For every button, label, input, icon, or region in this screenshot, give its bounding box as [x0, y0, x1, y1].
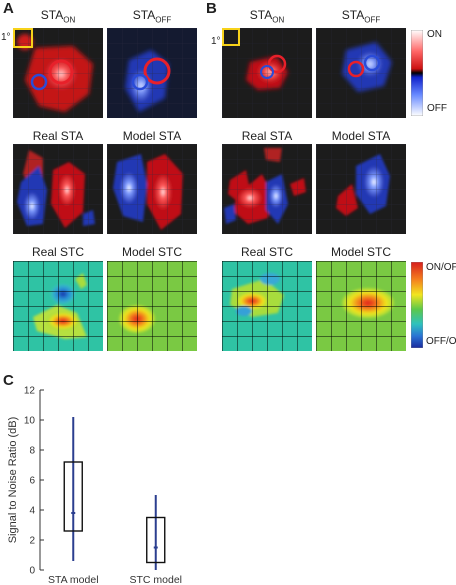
- box: [63, 461, 83, 532]
- panel-b-model-stc-map: [316, 261, 406, 351]
- y-tick-label: 12: [24, 386, 36, 397]
- panel-b-model-sta-map: [316, 144, 406, 234]
- panel-a-sta-on-map: [13, 28, 103, 118]
- panel-a-model-sta-title: Model STA: [122, 129, 182, 143]
- sta-colorbar: [410, 29, 424, 117]
- panel-a-letter: A: [3, 0, 14, 17]
- panel-b-real-sta-title: Real STA: [241, 129, 293, 143]
- stc-colorbar-top-label: ON/OFF: [426, 262, 456, 273]
- panel-b-model-sta-title: Model STA: [331, 129, 391, 143]
- panel-b-scale-label: 1°: [211, 36, 221, 47]
- panel-c-letter: C: [3, 372, 14, 389]
- panel-b-sta-on-map: [222, 28, 312, 118]
- y-tick-label: 8: [29, 446, 35, 457]
- panel-b-real-stc-map: [222, 261, 312, 351]
- stc-colorbar-bottom-label: OFF/ON: [426, 336, 456, 347]
- panel-b-real-stc-title: Real STC: [240, 245, 293, 259]
- panel-a-model-sta-map: [107, 144, 197, 234]
- panel-a-model-stc-title: Model STC: [121, 245, 183, 259]
- panel-b-sta-off-title: STAOFF: [341, 8, 381, 25]
- panel-a-sta-off-map: [107, 28, 197, 118]
- panel-b-sta-on-title: STAON: [249, 8, 285, 25]
- y-tick-label: 4: [29, 506, 35, 517]
- panel-a-real-sta-map: [13, 144, 103, 234]
- y-axis-label: Signal to Noise Ratio (dB): [7, 417, 19, 544]
- y-tick-label: 6: [29, 476, 35, 487]
- scale-box: [13, 28, 33, 48]
- panel-b-real-sta-map: [222, 144, 312, 234]
- panel-b-model-stc-title: Model STC: [330, 245, 392, 259]
- category-label: STC model: [129, 574, 182, 585]
- panel-a-sta-off-title: STAOFF: [132, 8, 172, 25]
- panel-a-scale-label: 1°: [1, 32, 11, 43]
- panel-a-real-stc-map: [13, 261, 103, 351]
- y-tick-label: 10: [24, 416, 36, 427]
- category-label: STA model: [48, 574, 99, 585]
- panel-a-model-stc-map: [107, 261, 197, 351]
- y-tick-label: 0: [29, 566, 35, 577]
- panel-a-sta-on-title: STAON: [40, 8, 76, 25]
- stc-colorbar: [410, 261, 424, 349]
- sta-colorbar-top-label: ON: [427, 29, 442, 40]
- sta-colorbar-bottom-label: OFF: [427, 103, 447, 114]
- snr-box-chart: Signal to Noise Ratio (dB) 0 2 4 6 8 10 12 STA…: [7, 386, 182, 585]
- box: [146, 516, 166, 564]
- panel-b-letter: B: [206, 0, 217, 17]
- panel-a-real-stc-title: Real STC: [31, 245, 84, 259]
- y-tick-label: 2: [29, 536, 35, 547]
- panel-a-real-sta-title: Real STA: [32, 129, 84, 143]
- panel-b-sta-off-map: [316, 28, 406, 118]
